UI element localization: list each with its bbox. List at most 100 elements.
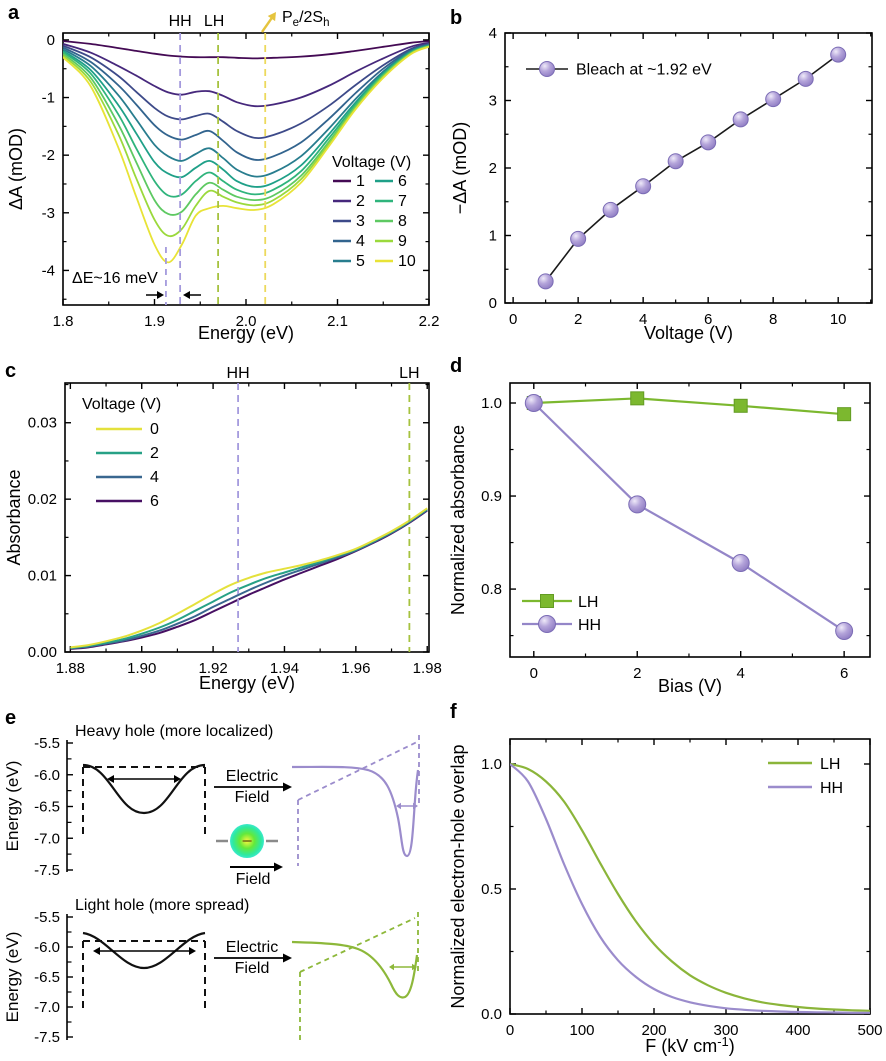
energy-tick-label: -6.0 xyxy=(34,939,60,956)
lh-wavefunction-field xyxy=(291,940,419,999)
legend-item: 0 xyxy=(150,421,159,438)
legend-item: LH xyxy=(820,756,840,773)
hh-well-no-field xyxy=(82,763,206,838)
y-tick-label: 1 xyxy=(489,228,497,245)
legend-item: 7 xyxy=(398,193,407,210)
legend-item: 5 xyxy=(356,253,365,270)
energy-tick-label: -7.0 xyxy=(34,999,60,1016)
panel-f-series xyxy=(510,762,870,1014)
panel-f-curve-HH xyxy=(510,763,870,1014)
x-tick-label: 1.92 xyxy=(198,660,227,677)
panel-c-legend: Voltage (V) 0 2 4 6 xyxy=(82,396,161,510)
panel-b-ticks xyxy=(505,32,872,304)
panel-b-xlabel: Voltage (V) xyxy=(644,323,733,343)
panel-d-label: d xyxy=(450,355,463,377)
panel-a-tick-labels: 1.8 1.9 2.0 2.1 2.2 0 -1 -2 -3 -4 xyxy=(42,32,440,330)
lh-well-tilted xyxy=(291,912,419,1040)
y-tick-label: -2 xyxy=(42,147,55,164)
legend-item: LH xyxy=(578,594,598,611)
panel-a-ticks xyxy=(62,33,430,305)
legend-item: 4 xyxy=(150,469,159,486)
y-tick-label: 0.00 xyxy=(28,644,57,661)
electric-label: Electric xyxy=(226,939,278,956)
panel-f-xlabel: F (kV cm-1) xyxy=(645,1034,735,1056)
panel-a-curve-1 xyxy=(63,40,429,60)
y-tick-label: 0.9 xyxy=(481,488,502,505)
data-point-sphere xyxy=(667,153,684,170)
y-tick-label: 0 xyxy=(47,32,55,49)
x-tick-label: 8 xyxy=(769,311,777,328)
panel-d-line-LH xyxy=(533,397,845,416)
panel-c-curve-4 xyxy=(70,509,428,650)
panel-c-tick-labels: 1.88 1.90 1.92 1.94 1.96 1.98 0.00 0.01 0.02 0.03 xyxy=(28,415,442,677)
panel-a-ylabel: ΔA (mOD) xyxy=(6,128,26,210)
y-tick-label: 0.0 xyxy=(481,1006,502,1023)
y-tick-label: 4 xyxy=(489,25,497,42)
panel-c-curve-0 xyxy=(70,507,428,649)
panel-a-curve-6 xyxy=(63,44,429,188)
x-tick-label: 300 xyxy=(713,1022,738,1039)
panel-c-ref-lines xyxy=(237,383,411,652)
delta-e-annotation: ΔE~16 meV xyxy=(72,270,158,287)
legend-item: 2 xyxy=(356,193,365,210)
pe2sh-ref-label: Pe/2Sh xyxy=(282,9,330,29)
x-tick-label: 2.0 xyxy=(236,313,257,330)
panel-f-frame xyxy=(509,738,871,1015)
panel-d-frame xyxy=(509,382,871,658)
panel-d-ticks xyxy=(510,383,870,657)
legend-item: HH xyxy=(578,617,601,634)
legend-square xyxy=(540,594,554,608)
panel-a-curve-2 xyxy=(63,41,429,108)
x-tick-label: 6 xyxy=(840,665,848,682)
x-tick-label: 1.9 xyxy=(144,313,165,330)
y-tick-label: 0.5 xyxy=(481,881,502,898)
data-point-sphere xyxy=(797,70,814,87)
electric-field-arrow-1: Electric Field xyxy=(214,768,292,806)
data-point-sphere xyxy=(700,134,717,151)
legend-item: 6 xyxy=(150,493,159,510)
y-tick-label: -1 xyxy=(42,90,55,107)
x-tick-label: 1.98 xyxy=(413,660,442,677)
lh-well-no-field xyxy=(82,931,206,1011)
data-point-sphere xyxy=(539,61,555,77)
data-point-circle xyxy=(628,495,647,514)
legend-item: 1 xyxy=(356,173,365,190)
legend-title: Voltage (V) xyxy=(82,396,161,413)
x-tick-label: 2 xyxy=(633,665,641,682)
panel-b-markers xyxy=(537,46,847,290)
panel-a-ref-lines xyxy=(165,33,267,305)
panel-b-label: b xyxy=(450,7,463,29)
panel-a-curve-8 xyxy=(63,45,429,216)
panel-b-legend: Bleach at ~1.92 eV xyxy=(526,61,712,79)
panel-f-tick-labels: 0 100 200 300 400 500 0.0 0.5 1.0 xyxy=(481,756,882,1039)
y-tick-label: 0 xyxy=(489,295,497,312)
hh-wavefunction xyxy=(82,763,206,815)
energy-tick-label: -7.0 xyxy=(34,830,60,847)
y-tick-label: 1.0 xyxy=(481,756,502,773)
panel-c-ticks xyxy=(65,383,429,653)
panel-f-ticks xyxy=(509,739,871,1015)
x-tick-label: 1.96 xyxy=(341,660,370,677)
legend-item: 3 xyxy=(356,213,365,230)
hh-wavefunction-field xyxy=(291,765,420,858)
panel-d: 0 2 4 6 0.8 0.9 1.0 Bias (V) Normalized absorban… xyxy=(448,382,871,696)
panel-a-curve-5 xyxy=(63,44,429,178)
panel-f-legend: LH HH xyxy=(768,756,843,797)
electric-field-arrow-2: Electric Field xyxy=(214,939,292,977)
lh-ref-label: LH xyxy=(204,13,224,30)
x-tick-label: 2.2 xyxy=(419,313,440,330)
energy-tick-label: -5.5 xyxy=(34,909,60,926)
legend-title: Voltage (V) xyxy=(332,154,411,171)
legend-item: 8 xyxy=(398,213,407,230)
x-tick-label: 1.8 xyxy=(53,313,74,330)
data-point-sphere xyxy=(765,91,782,108)
panel-c-xlabel: Energy (eV) xyxy=(199,673,295,693)
hh-well-tilted xyxy=(291,735,420,866)
data-point-square xyxy=(733,398,748,413)
exciton-ball xyxy=(230,824,264,858)
energy-tick-label: -6.5 xyxy=(34,799,60,816)
panel-a-legend: Voltage (V) 1 6 2 7 3 8 4 9 5 10 xyxy=(332,154,416,270)
x-tick-label: 500 xyxy=(857,1022,882,1039)
data-point-circle xyxy=(835,621,854,640)
